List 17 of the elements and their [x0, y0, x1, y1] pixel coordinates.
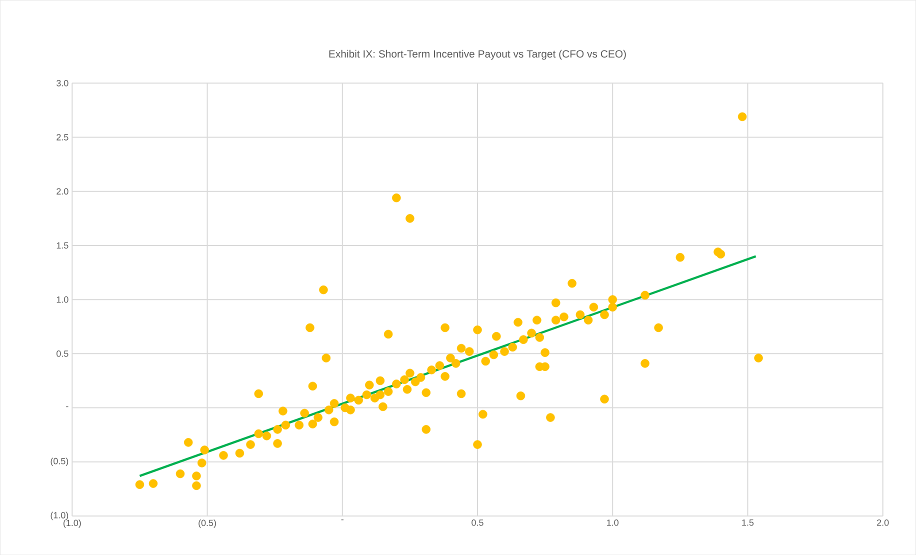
y-tick-label: (0.5)	[50, 458, 68, 466]
x-tick-label: -	[341, 519, 344, 520]
y-tick-label: (1.0)	[50, 512, 68, 520]
y-tick-label: 2.5	[56, 134, 68, 140]
x-tick-label: 1.0	[607, 519, 618, 526]
x-tick-label: 1.5	[742, 519, 754, 526]
y-tick-label: 2.0	[56, 188, 68, 194]
y-tick-label: -	[66, 406, 68, 408]
x-tick-label: (0.5)	[198, 519, 216, 528]
x-tick-label: 0.5	[472, 519, 484, 526]
chart-title: Exhibit IX: Short-Term Incentive Payout vs Target (CFO vs CEO)	[329, 50, 626, 60]
y-tick-label: 1.5	[56, 242, 68, 249]
y-tick-label: 1.0	[56, 296, 68, 303]
x-tick-label: 2.0	[877, 519, 889, 526]
x-tick-label: (1.0)	[64, 519, 81, 528]
y-tick-label: 0.5	[56, 350, 68, 357]
y-tick-label: 3.0	[56, 80, 68, 86]
